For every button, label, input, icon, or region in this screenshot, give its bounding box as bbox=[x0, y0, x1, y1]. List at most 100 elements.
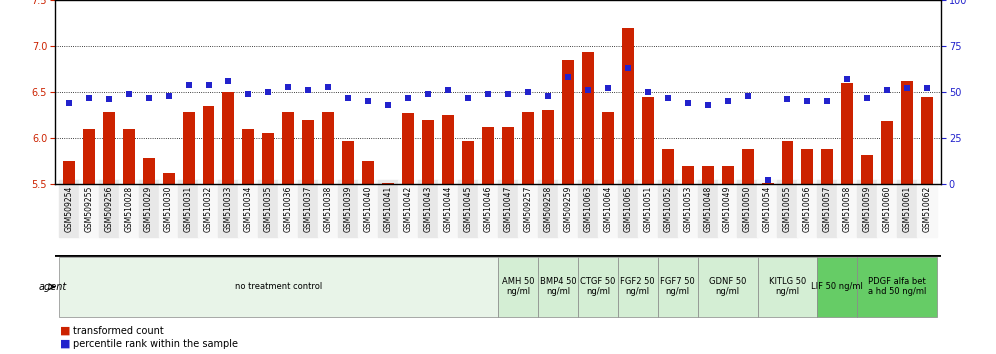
Bar bbox=[538, 257, 578, 317]
Bar bbox=[343, 141, 355, 184]
Text: ■: ■ bbox=[60, 326, 71, 336]
Bar bbox=[782, 141, 794, 184]
Point bbox=[480, 91, 496, 97]
Point bbox=[740, 93, 756, 98]
Point bbox=[679, 100, 695, 106]
Bar bbox=[502, 127, 514, 184]
Bar bbox=[202, 106, 214, 184]
Bar bbox=[818, 257, 858, 317]
Text: transformed count: transformed count bbox=[73, 326, 163, 336]
Point bbox=[860, 95, 875, 101]
Bar bbox=[722, 166, 734, 184]
Point bbox=[440, 87, 456, 93]
Point bbox=[220, 78, 236, 84]
Point bbox=[800, 98, 816, 104]
Bar bbox=[323, 112, 335, 184]
Point bbox=[919, 86, 935, 91]
Bar bbox=[498, 257, 538, 317]
Point bbox=[699, 102, 715, 108]
Point bbox=[540, 93, 556, 98]
Point bbox=[260, 89, 276, 95]
Point bbox=[460, 95, 476, 101]
Bar bbox=[222, 92, 234, 184]
Text: no treatment control: no treatment control bbox=[235, 282, 322, 291]
Point bbox=[361, 98, 376, 104]
Bar bbox=[442, 115, 454, 184]
Bar bbox=[758, 257, 818, 317]
Bar bbox=[681, 166, 693, 184]
Text: BMP4 50
ng/ml: BMP4 50 ng/ml bbox=[540, 277, 577, 296]
Bar bbox=[602, 112, 614, 184]
Text: ■: ■ bbox=[60, 339, 71, 349]
Bar bbox=[63, 161, 75, 184]
Point bbox=[520, 89, 536, 95]
Point bbox=[580, 87, 596, 93]
Bar bbox=[283, 112, 295, 184]
Text: agent: agent bbox=[39, 282, 67, 292]
Text: GDNF 50
ng/ml: GDNF 50 ng/ml bbox=[709, 277, 746, 296]
Bar bbox=[881, 121, 893, 184]
Point bbox=[200, 82, 216, 87]
Point bbox=[500, 91, 516, 97]
Point bbox=[899, 86, 915, 91]
Bar bbox=[802, 149, 814, 184]
Point bbox=[780, 97, 796, 102]
Bar bbox=[522, 112, 534, 184]
Point bbox=[240, 91, 256, 97]
Point bbox=[301, 87, 317, 93]
Bar bbox=[901, 81, 913, 184]
Bar bbox=[822, 149, 834, 184]
Point bbox=[180, 82, 196, 87]
Bar bbox=[59, 257, 498, 317]
Bar bbox=[742, 149, 754, 184]
Bar bbox=[562, 60, 574, 184]
Bar bbox=[242, 129, 254, 184]
Bar bbox=[303, 120, 315, 184]
Point bbox=[659, 95, 675, 101]
Bar bbox=[542, 110, 554, 184]
Bar bbox=[578, 257, 618, 317]
Text: LIF 50 ng/ml: LIF 50 ng/ml bbox=[812, 282, 864, 291]
Bar bbox=[123, 129, 134, 184]
Bar bbox=[422, 120, 434, 184]
Point bbox=[420, 91, 436, 97]
Bar bbox=[618, 257, 657, 317]
Bar bbox=[697, 257, 758, 317]
Point bbox=[160, 93, 176, 98]
Text: CTGF 50
ng/ml: CTGF 50 ng/ml bbox=[580, 277, 616, 296]
Point bbox=[840, 76, 856, 82]
Point bbox=[101, 97, 117, 102]
Point bbox=[341, 95, 357, 101]
Point bbox=[121, 91, 136, 97]
Point bbox=[281, 84, 297, 89]
Text: FGF7 50
ng/ml: FGF7 50 ng/ml bbox=[660, 277, 695, 296]
Bar bbox=[162, 173, 174, 184]
Point bbox=[600, 86, 616, 91]
Bar bbox=[103, 112, 115, 184]
Point bbox=[620, 65, 635, 71]
Bar bbox=[622, 28, 633, 184]
Bar bbox=[582, 52, 594, 184]
Point bbox=[61, 100, 77, 106]
Bar bbox=[762, 183, 774, 184]
Bar bbox=[858, 257, 937, 317]
Text: KITLG 50
ng/ml: KITLG 50 ng/ml bbox=[769, 277, 806, 296]
Text: PDGF alfa bet
a hd 50 ng/ml: PDGF alfa bet a hd 50 ng/ml bbox=[869, 277, 926, 296]
Bar bbox=[661, 149, 673, 184]
Point bbox=[81, 95, 97, 101]
Bar bbox=[641, 97, 653, 184]
Bar bbox=[142, 158, 154, 184]
Point bbox=[639, 89, 655, 95]
Bar bbox=[862, 155, 873, 184]
Bar bbox=[363, 161, 374, 184]
Bar bbox=[462, 141, 474, 184]
Bar bbox=[657, 257, 697, 317]
Bar bbox=[182, 112, 194, 184]
Point bbox=[321, 84, 337, 89]
Point bbox=[879, 87, 895, 93]
Bar bbox=[842, 83, 854, 184]
Bar bbox=[83, 129, 95, 184]
Bar bbox=[402, 113, 414, 184]
Point bbox=[720, 98, 736, 104]
Bar bbox=[701, 166, 713, 184]
